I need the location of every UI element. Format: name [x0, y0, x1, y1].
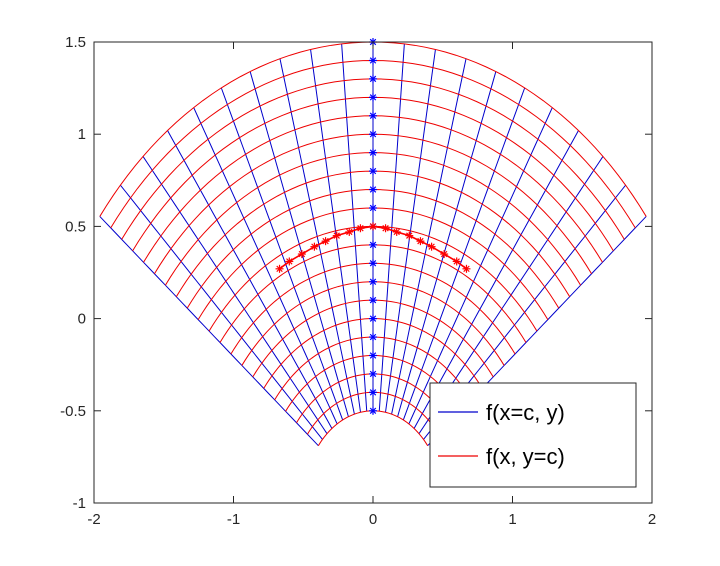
curve-constant-y [317, 410, 429, 446]
x-tick-label: 0 [369, 511, 377, 528]
x-tick-label: -2 [87, 511, 100, 528]
x-tick-label: -1 [227, 511, 240, 528]
asterisk-marker [369, 333, 377, 342]
legend-box [429, 382, 637, 488]
asterisk-marker [452, 257, 461, 266]
asterisk-marker [369, 314, 377, 323]
asterisk-marker [369, 111, 377, 120]
asterisk-marker [462, 264, 471, 273]
asterisk-marker [332, 231, 341, 240]
asterisk-marker [369, 167, 377, 176]
asterisk-marker [297, 250, 306, 259]
asterisk-marker [369, 56, 377, 65]
asterisk-marker [369, 369, 377, 378]
highlight-markers [275, 38, 471, 415]
asterisk-marker [416, 237, 425, 246]
asterisk-marker [427, 242, 436, 251]
asterisk-marker [369, 93, 377, 102]
asterisk-marker [369, 203, 377, 212]
asterisk-marker [369, 259, 377, 268]
asterisk-marker [310, 242, 319, 251]
y-tick-label: -1 [73, 495, 86, 512]
y-tick-label: 0.5 [65, 218, 86, 235]
asterisk-marker [275, 264, 284, 273]
legend: f(x=c, y) f(x, y=c) [429, 382, 637, 488]
curve-constant-x [99, 216, 319, 447]
legend-label-red: f(x, y=c) [486, 444, 565, 469]
asterisk-marker [356, 224, 365, 233]
asterisk-marker [369, 351, 377, 360]
legend-label-blue: f(x=c, y) [486, 400, 565, 425]
asterisk-marker [369, 240, 377, 249]
asterisk-marker [369, 148, 377, 157]
asterisk-marker [369, 222, 377, 231]
y-tick-label: 0 [78, 311, 86, 328]
asterisk-marker [345, 227, 354, 236]
asterisk-marker [321, 237, 330, 246]
x-tick-label: 2 [648, 511, 656, 528]
asterisk-marker [440, 250, 449, 259]
asterisk-marker [369, 277, 377, 286]
y-tick-label: 1.5 [65, 34, 86, 51]
asterisk-marker [381, 224, 390, 233]
y-tick-label: -0.5 [60, 403, 86, 420]
asterisk-marker [369, 74, 377, 83]
asterisk-marker [369, 185, 377, 194]
asterisk-marker [369, 406, 377, 415]
asterisk-marker [369, 130, 377, 139]
asterisk-marker [392, 227, 401, 236]
y-tick-label: 1 [78, 126, 86, 143]
asterisk-marker [369, 296, 377, 305]
asterisk-marker [369, 388, 377, 397]
axis-ticks: -2 -1 0 1 2-1-0.500.511.5 [60, 34, 656, 528]
asterisk-marker [285, 257, 294, 266]
asterisk-marker [405, 231, 414, 240]
x-tick-label: 1 [508, 511, 516, 528]
